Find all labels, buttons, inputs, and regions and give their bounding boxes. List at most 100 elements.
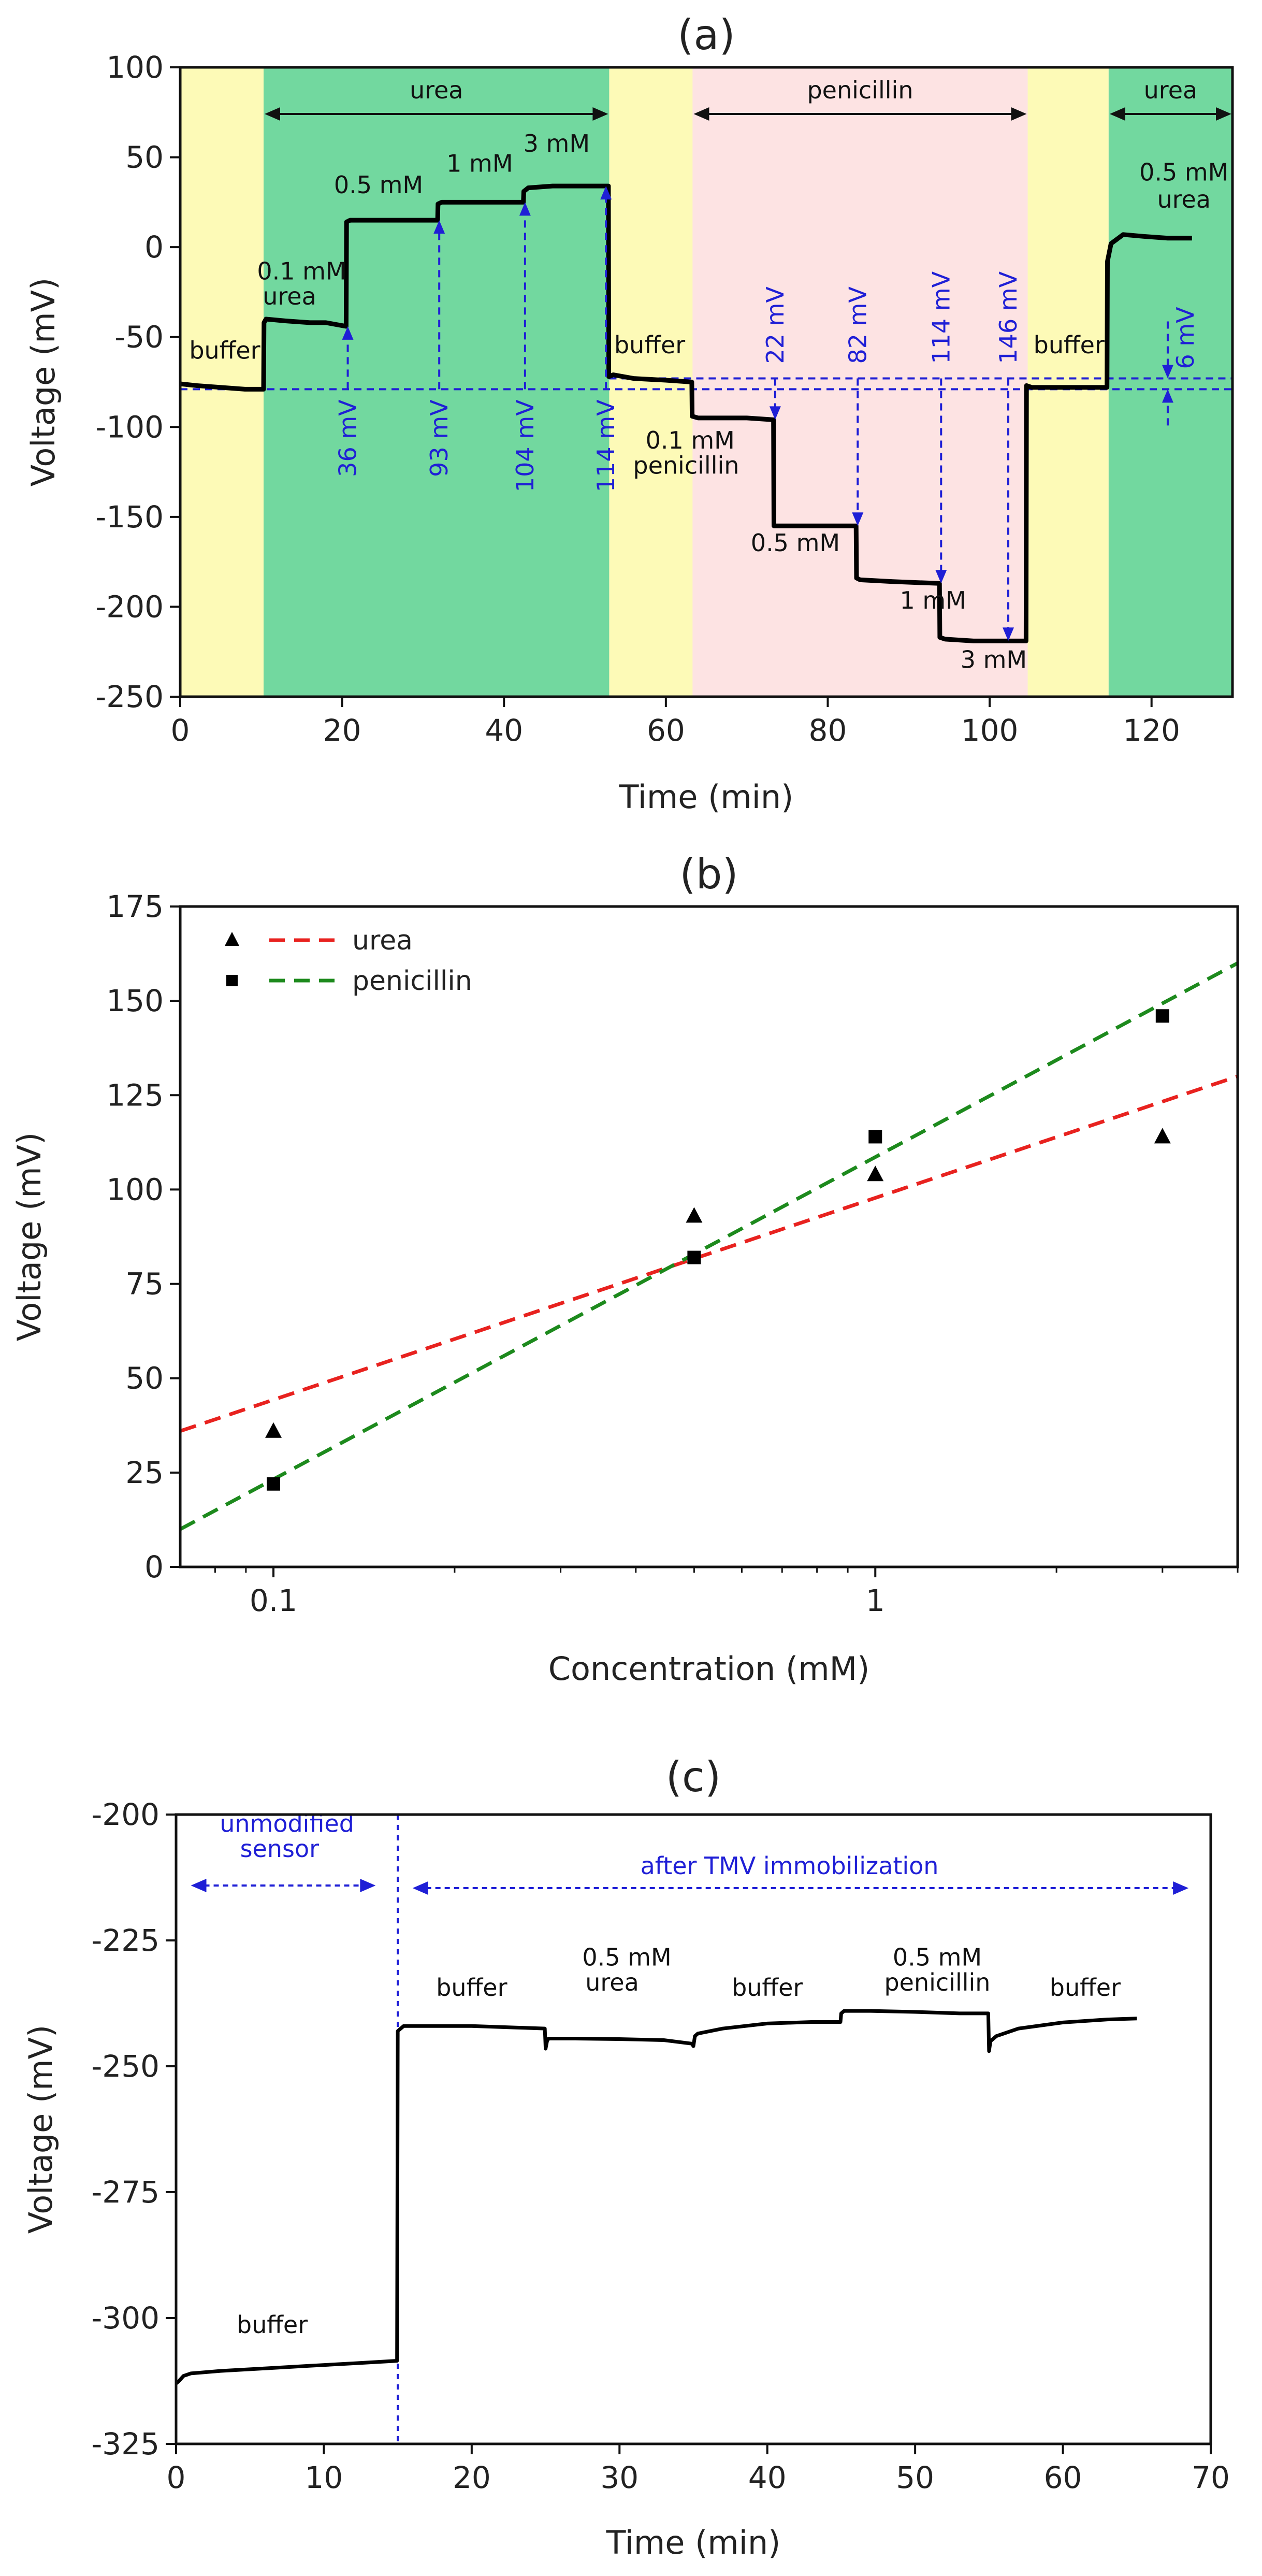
range-label: penicillin bbox=[807, 76, 913, 104]
plot-frame bbox=[179, 66, 1234, 698]
y-tick-label: -300 bbox=[91, 2300, 159, 2336]
step-annotation: 1 mM bbox=[446, 149, 513, 177]
region-buffer bbox=[180, 67, 264, 697]
y-tick-label: 0 bbox=[144, 1549, 164, 1585]
step-annotation: penicillin bbox=[633, 452, 739, 480]
penicillin-point bbox=[687, 1250, 701, 1264]
step-annotation: 3 mM bbox=[961, 645, 1027, 673]
range-arrow-head bbox=[264, 107, 280, 121]
delta-label: 36 mV bbox=[334, 399, 362, 477]
step-annotation: urea bbox=[1157, 185, 1211, 213]
range-label: sensor bbox=[240, 1835, 320, 1863]
voltage-trace bbox=[175, 2009, 1137, 2385]
range-label: urea bbox=[410, 76, 463, 104]
y-tick-label: 100 bbox=[106, 1172, 164, 1207]
step-annotation: 0.5 mM bbox=[751, 529, 840, 557]
step-annotation: buffer bbox=[237, 2311, 308, 2339]
step-annotation: buffer bbox=[1050, 1974, 1121, 2002]
step-annotation: 1 mM bbox=[900, 586, 966, 614]
delta-arrow-head bbox=[769, 406, 781, 420]
y-tick-label: 75 bbox=[125, 1267, 164, 1302]
x-tick-label: 60 bbox=[647, 713, 685, 748]
delta-arrow-head bbox=[342, 326, 354, 340]
y-axis-label: Voltage (mV) bbox=[24, 278, 62, 486]
delta-arrow-head bbox=[600, 186, 612, 200]
x-tick-label: 0 bbox=[171, 713, 190, 748]
x-tick-label: 40 bbox=[748, 2460, 787, 2495]
panel-title: (c) bbox=[666, 1753, 721, 1801]
step-annotation: 3 mM bbox=[524, 129, 590, 157]
y-tick-label: -250 bbox=[91, 2049, 159, 2084]
range-arrow-head bbox=[1109, 107, 1125, 121]
y-tick-label: -150 bbox=[95, 499, 164, 535]
penicillin-point bbox=[868, 1130, 882, 1144]
y-axis-label: Voltage (mV) bbox=[22, 2025, 60, 2234]
y-tick-label: 100 bbox=[106, 50, 164, 85]
y-tick-label: -100 bbox=[95, 409, 164, 444]
step-annotation: urea bbox=[585, 1968, 639, 1996]
delta-label: 146 mV bbox=[994, 271, 1022, 364]
y-tick-label: -200 bbox=[91, 1797, 159, 1832]
x-tick-label: 20 bbox=[323, 713, 361, 748]
step-annotation: urea bbox=[263, 282, 316, 310]
range-label: urea bbox=[1144, 76, 1198, 104]
y-tick-label: 125 bbox=[106, 1077, 164, 1113]
range-arrow-head bbox=[191, 1879, 207, 1892]
step-annotation: buffer bbox=[1034, 331, 1105, 359]
step-annotation: buffer bbox=[436, 1974, 507, 2002]
range-arrow-head bbox=[1216, 107, 1231, 121]
delta-label: 82 mV bbox=[844, 286, 872, 364]
panel-title: (a) bbox=[677, 11, 735, 59]
range-arrow-head bbox=[360, 1879, 376, 1892]
region-penicillin bbox=[692, 67, 1028, 697]
delta-label: 22 mV bbox=[761, 286, 789, 364]
y-tick-label: -325 bbox=[91, 2426, 159, 2462]
step-annotation: 0.5 mM bbox=[334, 171, 423, 199]
fit-line-penicillin bbox=[179, 961, 1239, 1531]
y-tick-label: -200 bbox=[95, 589, 164, 624]
penicillin-point bbox=[1155, 1009, 1169, 1023]
panel-b: (b) urea penicillin 0.1 1 0 25 50 75 100 125 150 175… bbox=[10, 850, 1239, 1688]
region-buffer bbox=[1027, 67, 1109, 697]
step-annotation: penicillin bbox=[884, 1968, 990, 1996]
urea-point bbox=[265, 1422, 282, 1438]
x-tick-label: 60 bbox=[1044, 2460, 1082, 2495]
step-annotation: 0.1 mM bbox=[646, 426, 735, 454]
x-tick-label: 30 bbox=[600, 2460, 639, 2495]
y-tick-label: -50 bbox=[114, 320, 164, 355]
x-tick-label: 70 bbox=[1192, 2460, 1230, 2495]
step-annotation: buffer bbox=[732, 1974, 803, 2002]
region-urea bbox=[263, 67, 610, 697]
x-tick-label: 80 bbox=[809, 713, 847, 748]
delta-label: 114 mV bbox=[592, 399, 620, 492]
after-immobilization-label: after TMV immobilization bbox=[641, 1852, 939, 1880]
step-annotation: buffer bbox=[189, 336, 260, 364]
x-axis-label: Time (min) bbox=[606, 2524, 781, 2561]
urea-point bbox=[867, 1165, 884, 1182]
delta-label: 93 mV bbox=[425, 399, 453, 477]
x-tick-label: 20 bbox=[453, 2460, 491, 2495]
step-annotation: 0.5 mM bbox=[582, 1944, 671, 1971]
x-axis-label: Time (min) bbox=[619, 778, 794, 816]
x-tick-label: 0.1 bbox=[250, 1583, 297, 1618]
x-tick-label: 1 bbox=[866, 1583, 885, 1618]
y-tick-label: -250 bbox=[95, 679, 164, 714]
x-tick-label: 10 bbox=[305, 2460, 343, 2495]
fit-line-urea bbox=[179, 1074, 1239, 1433]
y-tick-label: -225 bbox=[91, 1923, 159, 1958]
delta-arrow-head bbox=[935, 570, 947, 584]
y-tick-label: -275 bbox=[91, 2175, 159, 2210]
x-tick-label: 120 bbox=[1123, 713, 1180, 748]
step-annotation: 0.1 mM bbox=[257, 257, 346, 285]
legend-label-penicillin: penicillin bbox=[352, 966, 472, 997]
y-tick-label: 150 bbox=[106, 983, 164, 1018]
step-annotation: 0.5 mM bbox=[1139, 159, 1228, 186]
region-urea bbox=[1108, 67, 1232, 697]
y-tick-label: 50 bbox=[125, 1361, 164, 1396]
step-annotation: 0.5 mM bbox=[893, 1944, 982, 1971]
y-tick-label: 0 bbox=[144, 229, 164, 265]
range-arrow-head bbox=[1011, 107, 1027, 121]
delta-label: 6 mV bbox=[1171, 307, 1199, 369]
